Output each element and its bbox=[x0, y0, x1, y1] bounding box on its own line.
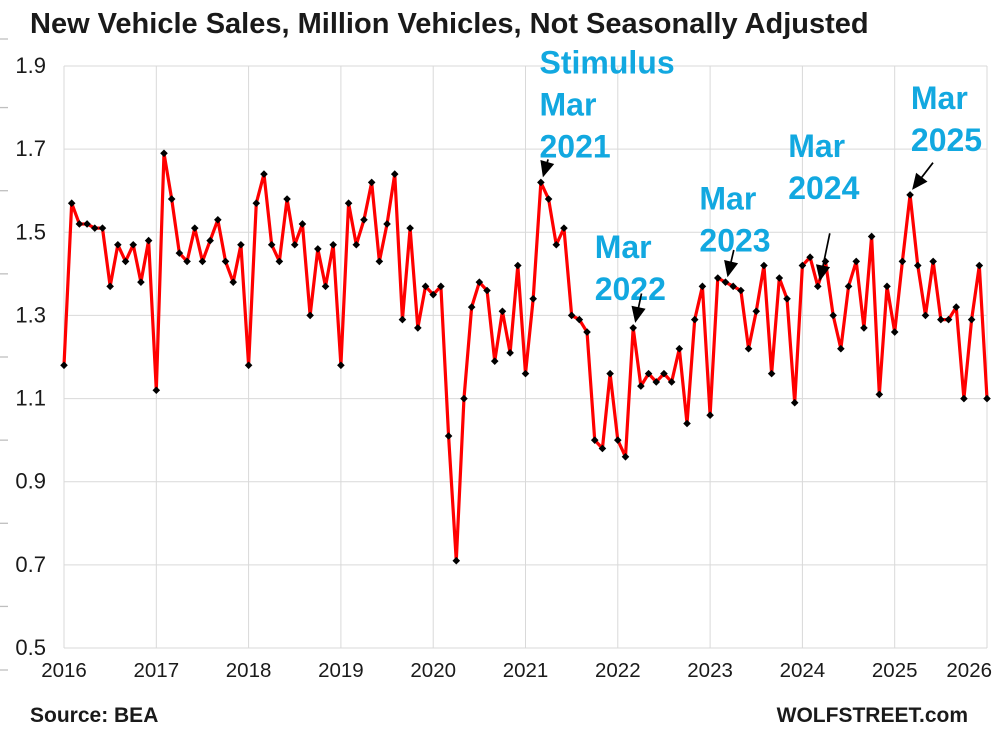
svg-text:2022: 2022 bbox=[595, 271, 666, 307]
svg-text:2021: 2021 bbox=[503, 659, 549, 682]
svg-text:1.3: 1.3 bbox=[15, 302, 46, 327]
svg-text:2023: 2023 bbox=[687, 659, 733, 682]
svg-text:2018: 2018 bbox=[226, 659, 272, 682]
svg-text:2020: 2020 bbox=[410, 659, 456, 682]
svg-text:Mar: Mar bbox=[540, 87, 597, 123]
svg-text:1.5: 1.5 bbox=[15, 219, 46, 244]
svg-text:1.9: 1.9 bbox=[15, 53, 46, 78]
svg-text:0.7: 0.7 bbox=[15, 552, 46, 577]
svg-text:Mar: Mar bbox=[911, 80, 968, 116]
svg-text:2016: 2016 bbox=[41, 659, 87, 682]
svg-text:0.5: 0.5 bbox=[15, 635, 46, 660]
svg-text:1.1: 1.1 bbox=[15, 386, 46, 411]
svg-text:Source: BEA: Source: BEA bbox=[30, 704, 158, 727]
svg-text:Mar: Mar bbox=[595, 229, 652, 265]
svg-text:0.9: 0.9 bbox=[15, 469, 46, 494]
svg-text:2021: 2021 bbox=[540, 129, 611, 165]
svg-text:2025: 2025 bbox=[911, 122, 982, 158]
svg-text:Stimulus: Stimulus bbox=[540, 45, 675, 81]
svg-text:2025: 2025 bbox=[872, 659, 918, 682]
svg-text:WOLFSTREET.com: WOLFSTREET.com bbox=[777, 704, 968, 727]
svg-text:2024: 2024 bbox=[788, 170, 859, 206]
svg-text:2019: 2019 bbox=[318, 659, 364, 682]
svg-text:2022: 2022 bbox=[595, 659, 641, 682]
svg-text:Mar: Mar bbox=[788, 128, 845, 164]
svg-text:2017: 2017 bbox=[133, 659, 179, 682]
svg-text:1.7: 1.7 bbox=[15, 136, 46, 161]
svg-text:2026: 2026 bbox=[946, 659, 992, 682]
svg-text:2024: 2024 bbox=[780, 659, 826, 682]
svg-text:Mar: Mar bbox=[699, 181, 756, 217]
svg-text:2023: 2023 bbox=[699, 223, 770, 259]
